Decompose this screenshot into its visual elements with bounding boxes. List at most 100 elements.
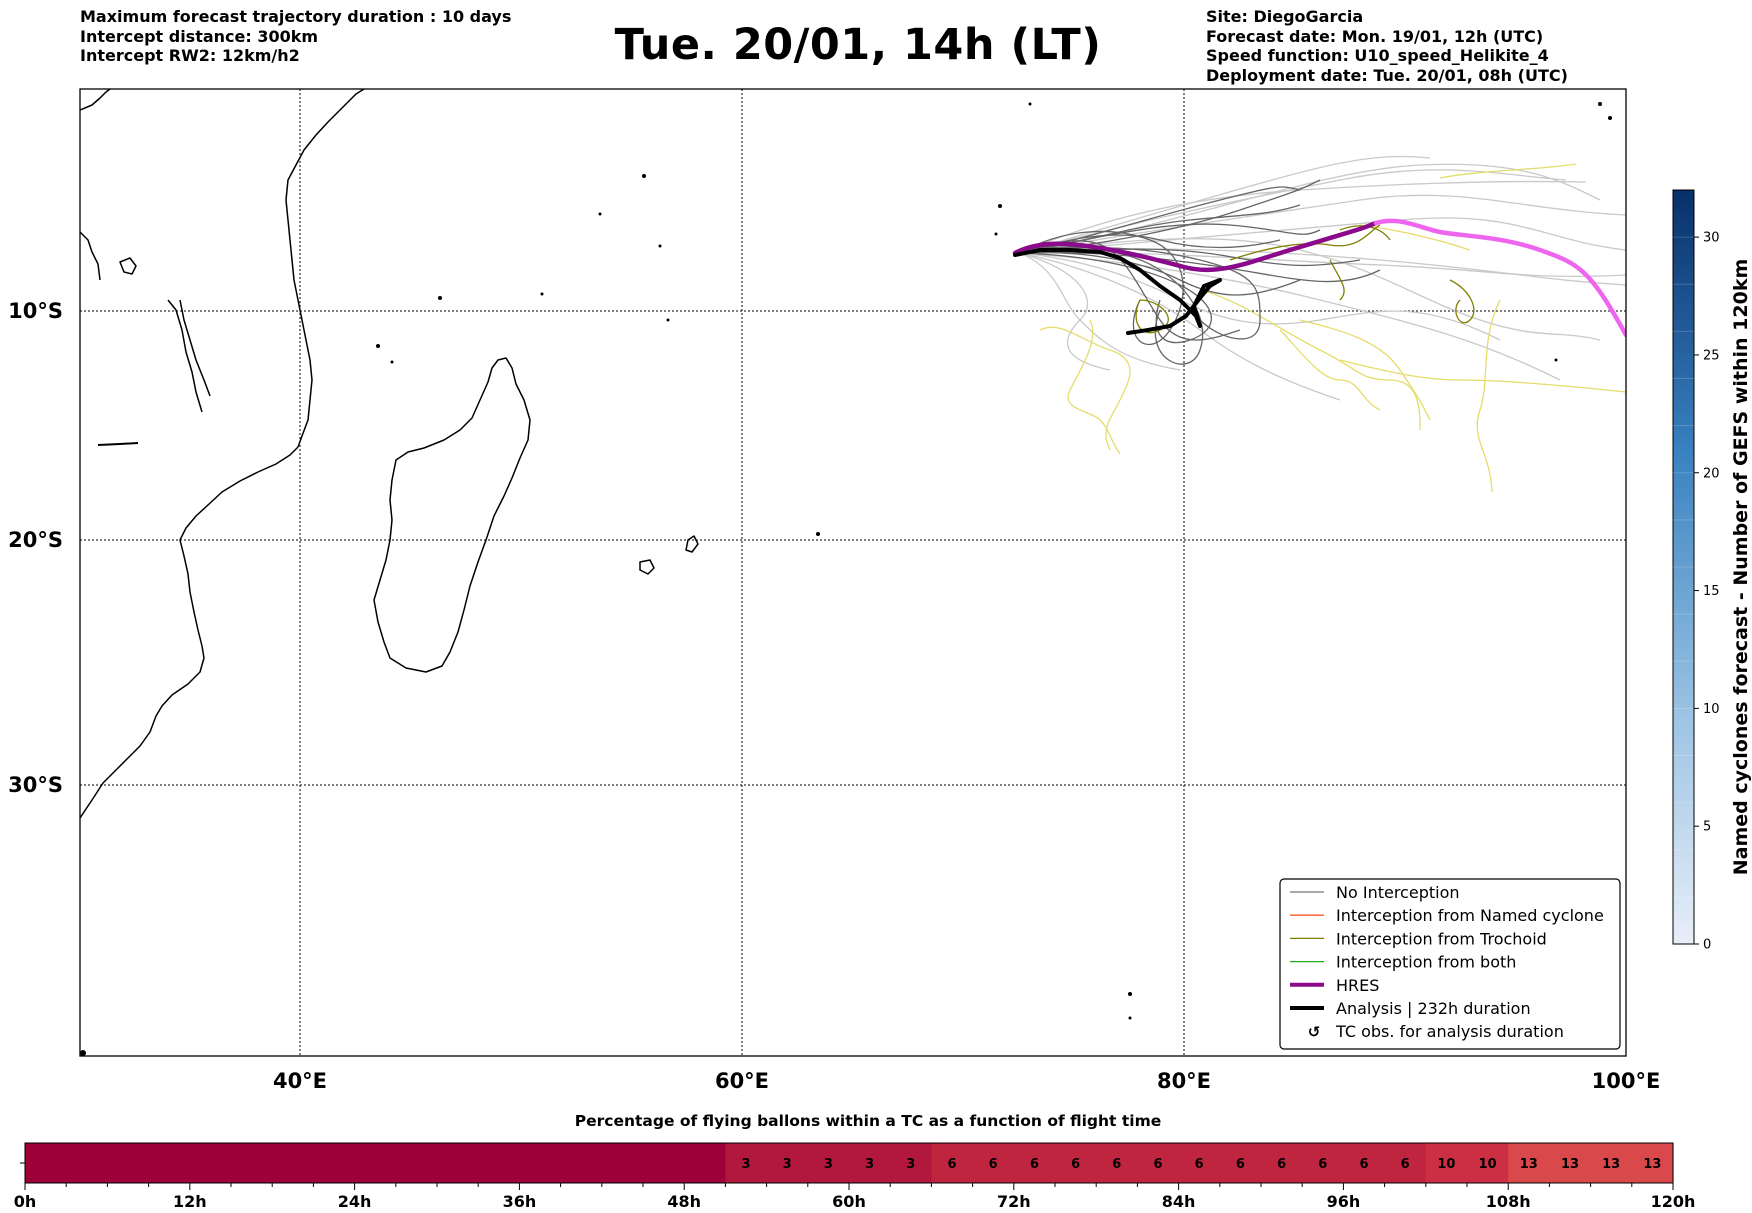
percent-cell [601,1143,644,1183]
legend-label: Interception from Named cyclone [1336,906,1604,925]
percent-cell-label: 6 [1071,1157,1080,1172]
lat-label-10s: 10°S [8,299,63,323]
percent-cell-label: 6 [1153,1157,1162,1172]
island [390,360,394,364]
percent-cell [560,1143,603,1183]
island [540,292,544,296]
lat-label-30s: 30°S [8,773,63,797]
legend-label: HRES [1336,976,1379,995]
percent-tick-label: 60h [832,1192,866,1211]
percent-cell [1178,1143,1221,1183]
deployment-date-text: Deployment date: Tue. 20/01, 08h (UTC) [1206,65,1568,85]
island [1128,992,1132,996]
percent-cell [1343,1143,1386,1183]
percent-cell [1631,1143,1674,1183]
percent-cell-label: 13 [1602,1157,1620,1172]
percent-cell-label: 6 [1277,1157,1286,1172]
percent-cell-label: 13 [1643,1157,1661,1172]
percent-cell [849,1143,891,1183]
island [80,1050,86,1056]
percent-cell [395,1143,438,1183]
trajectory-duration-text: Maximum forecast trajectory duration : 1… [80,7,512,26]
mozambique-channel-coast [167,299,203,413]
legend-box [1279,878,1621,1050]
island [1554,358,1558,362]
percent-cell [519,1143,562,1183]
percent-cell-label: 6 [1359,1157,1368,1172]
colorbar-tick-label: 10 [1703,702,1720,717]
island [642,174,646,178]
percent-cell [313,1143,356,1183]
analysis-trajectory [1013,248,1222,335]
island [994,232,998,236]
map-content [80,89,1626,1056]
comoros-island [97,442,139,446]
lon-label-80e: 80°E [1157,1069,1211,1093]
percent-cell [1302,1143,1344,1183]
colorbar-fill [1672,189,1695,945]
island [666,318,670,322]
run-info-right: Site: DiegoGarcia Forecast date: Mon. 19… [1206,7,1568,85]
colorbar-tick-label: 0 [1703,938,1711,953]
percent-cell [354,1143,397,1183]
percent-cell [1549,1143,1592,1183]
colorbar-tick-label: 20 [1703,466,1720,481]
colorbar-tick-label: 25 [1703,348,1720,363]
percent-cell [189,1143,232,1183]
percent-cell-label: 6 [947,1157,956,1172]
hres-line-early [1012,220,1379,273]
percent-cell [766,1143,809,1183]
tc-obs-marker-icon: ↺ [1308,1023,1321,1041]
legend-item: No Interception [1290,883,1460,902]
island [598,212,602,216]
percent-cell [272,1143,314,1183]
hres-trajectory [1012,218,1626,338]
map-axis-labels: 10°S 20°S 30°S 40°E 60°E 80°E 100°E [8,299,1660,1093]
intercept-rw2-text: Intercept RW2: 12km/h2 [80,46,300,65]
percent-cell-label: 6 [989,1157,998,1172]
map-frame [79,88,1627,1057]
madagascar [373,357,531,673]
legend-label: Interception from Trochoid [1336,929,1547,948]
percent-tick-label: 12h [173,1192,207,1211]
percent-cell-label: 3 [824,1157,833,1172]
intercept-distance-text: Intercept distance: 300km [80,26,319,46]
island [658,244,662,248]
africa-coastline [80,89,365,819]
seychelles-island [119,257,137,275]
lon-label-100e: 100°E [1592,1069,1661,1093]
island [1028,102,1032,106]
percent-cell [1384,1143,1427,1183]
legend-label: No Interception [1336,883,1460,902]
percent-cell-label: 13 [1561,1157,1579,1172]
percent-tick-label: 96h [1327,1192,1361,1211]
island [1608,116,1612,120]
percent-cell-label: 6 [1401,1157,1410,1172]
forecast-date-text: Forecast date: Mon. 19/01, 12h (UTC) [1206,26,1544,46]
coastlines [80,89,699,819]
percent-cell [148,1143,191,1183]
legend-item: HRES [1290,976,1379,995]
percent-cell [684,1143,726,1183]
percent-tick-label: 108h [1486,1192,1531,1211]
percent-cell [25,1143,67,1183]
percent-cell [1055,1143,1097,1183]
islands [80,102,1612,1056]
legend-item: Analysis | 232h duration [1290,999,1531,1018]
island [816,532,820,536]
run-info-left: Maximum forecast trajectory duration : 1… [80,7,511,66]
legend-item: ↺ TC obs. for analysis duration [1308,1022,1564,1041]
percent-cell [890,1143,932,1183]
percent-tick-label: 72h [997,1192,1031,1211]
cyclone-colorbar: 0 5 10 15 20 25 30 Named cyclones forecast - N… [1672,189,1752,953]
percent-cell [1425,1143,1468,1183]
graticule [80,89,1626,1056]
percent-cell-label: 3 [741,1157,750,1172]
percent-cell [231,1143,273,1183]
colorbar-tick-label: 15 [1703,584,1720,599]
island [998,204,1002,208]
percent-cell [931,1143,974,1183]
percent-tick-label: 36h [503,1192,537,1211]
island [376,344,380,348]
percent-cell [1590,1143,1633,1183]
